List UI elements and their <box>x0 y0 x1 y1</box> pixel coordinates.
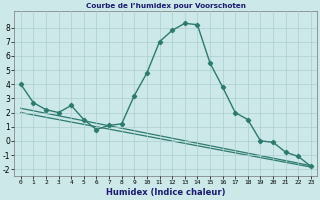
Title: Courbe de l’humidex pour Voorschoten: Courbe de l’humidex pour Voorschoten <box>86 3 246 9</box>
X-axis label: Humidex (Indice chaleur): Humidex (Indice chaleur) <box>106 188 226 197</box>
